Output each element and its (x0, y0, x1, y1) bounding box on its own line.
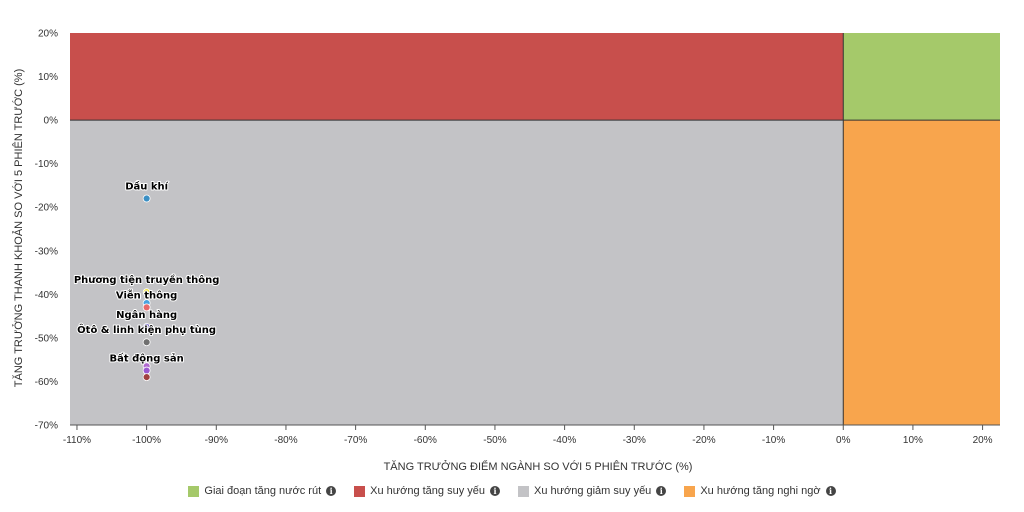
x-tick-label: 10% (903, 435, 923, 446)
x-tick-label: -90% (205, 435, 228, 446)
x-tick-label: 0% (836, 435, 851, 446)
y-tick-label: 20% (38, 29, 58, 40)
data-point-label: Bất động sản (110, 352, 184, 365)
y-axis-title: TĂNG TRƯỞNG THANH KHOẢN SO VỚI 5 PHIÊN T… (12, 69, 25, 387)
data-points: Dầu khí Phương tiện truyền thông Viễn thôn… (73, 180, 220, 381)
x-axis-title: TĂNG TRƯỞNG ĐIỂM NGÀNH SO VỚI 5 PHIÊN TR… (384, 460, 693, 473)
y-tick-label: 10% (38, 72, 58, 83)
y-tick-label: -30% (35, 246, 58, 257)
data-point[interactable] (142, 303, 151, 312)
quadrant-backgrounds (70, 33, 1000, 425)
data-point-label: Dầu khí (125, 181, 168, 193)
x-tick-label: -20% (692, 435, 715, 446)
legend-item[interactable]: Xu hướng giảm suy yếu i (518, 485, 667, 497)
y-tick-label: -70% (35, 421, 58, 432)
data-point-label: Viễn thông (116, 288, 177, 301)
data-point-label: Ngân hàng (116, 309, 177, 321)
legend-swatch (188, 485, 200, 497)
y-tick-label: -10% (35, 159, 58, 170)
x-tick-label: -50% (483, 435, 506, 446)
x-tick-label: 20% (973, 435, 993, 446)
legend-item[interactable]: Xu hướng tăng suy yếu i (354, 485, 500, 497)
data-point[interactable] (142, 338, 151, 347)
x-tick-label: -100% (132, 435, 161, 446)
legend-item[interactable]: Xu hướng tăng nghi ngờ i (684, 485, 836, 497)
x-tick-label: -10% (762, 435, 785, 446)
data-point[interactable] (142, 373, 151, 381)
quadrant-1 (843, 33, 1000, 121)
y-tick-label: -20% (35, 203, 58, 214)
x-tick-label: -40% (553, 435, 576, 446)
y-tick-label: 0% (44, 116, 59, 127)
legend-item[interactable]: Giai đoạn tăng nước rút i (188, 485, 337, 497)
legend-label: Giai đoạn tăng nước rút (204, 485, 322, 497)
y-tick-label: -60% (35, 377, 58, 388)
legend-swatch (684, 485, 696, 497)
legend-swatch (518, 485, 529, 497)
data-point-label: Ôtô & linh kiện phụ tùng (77, 323, 216, 336)
x-tick-label: -110% (63, 435, 91, 446)
data-point[interactable] (142, 194, 151, 203)
axes: -110% -100% -90% -80% -70% -60% -50% -40% -30% -2… (35, 29, 1000, 446)
x-tick-label: -70% (344, 435, 367, 446)
info-icon[interactable]: i (825, 486, 836, 496)
quadrant-2 (70, 33, 844, 121)
legend-label: Xu hướng tăng nghi ngờ (700, 485, 821, 497)
info-icon[interactable]: i (326, 486, 337, 496)
data-point[interactable] (142, 288, 151, 297)
data-point[interactable] (142, 323, 151, 331)
legend-label: Xu hướng tăng suy yếu (370, 485, 485, 497)
legend-label: Xu hướng giảm suy yếu (534, 485, 652, 497)
legend-swatch (354, 485, 366, 497)
data-point[interactable] (142, 366, 151, 375)
x-tick-label: -80% (274, 435, 297, 446)
x-tick-label: -30% (623, 435, 646, 446)
y-tick-label: -40% (35, 290, 58, 301)
quadrant-scatter-chart: -110% -100% -90% -80% -70% -60% -50% -40% -30% -2… (12, 29, 1000, 473)
quadrant-3 (70, 120, 844, 425)
quadrant-4 (843, 120, 1000, 425)
info-icon[interactable]: i (656, 486, 667, 496)
y-tick-label: -50% (35, 333, 58, 344)
data-point-label: Phương tiện truyền thông (74, 273, 220, 286)
info-icon[interactable]: i (490, 486, 500, 496)
x-tick-label: -60% (414, 435, 437, 446)
legend: Giai đoạn tăng nước rút i Xu hướng tăng su… (0, 482, 1024, 500)
